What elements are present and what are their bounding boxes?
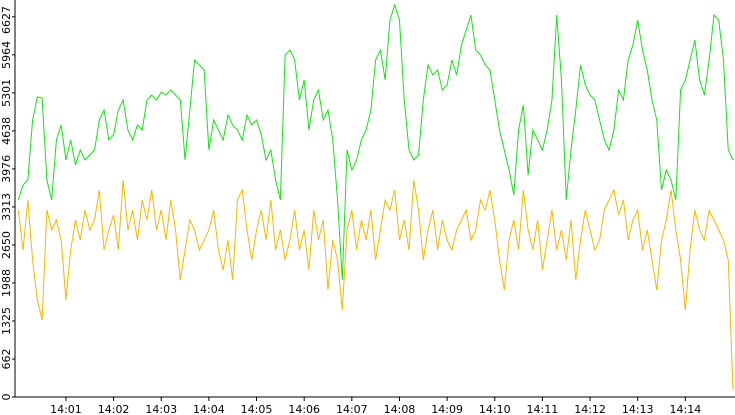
y-tick-label: 3976 — [0, 155, 13, 183]
x-tick-label: 14:09 — [431, 403, 463, 415]
x-tick-label: 14:07 — [336, 403, 368, 415]
x-tick-label: 14:14 — [670, 403, 702, 415]
x-tick-label: 14:05 — [241, 403, 273, 415]
x-tick-label: 14:01 — [50, 403, 82, 415]
y-tick-label: 1988 — [0, 269, 13, 297]
y-tick-label: 1325 — [0, 307, 13, 335]
x-tick-label: 14:11 — [527, 403, 559, 415]
x-tick-label: 14:12 — [574, 403, 606, 415]
x-tick-label: 14:08 — [384, 403, 416, 415]
y-tick-label: 5301 — [0, 79, 13, 107]
y-tick-label: 4638 — [0, 117, 13, 145]
y-tick-label: 0 — [0, 394, 13, 401]
x-tick-label: 14:02 — [98, 403, 130, 415]
x-tick-label: 14:04 — [193, 403, 225, 415]
x-tick-label: 14:06 — [288, 403, 320, 415]
x-tick-label: 14:10 — [479, 403, 511, 415]
x-tick-label: 14:13 — [622, 403, 654, 415]
y-tick-label: 662 — [0, 349, 13, 370]
y-tick-label: 2650 — [0, 231, 13, 259]
series-line — [17, 3, 734, 281]
y-tick-label: 6627 — [0, 6, 13, 34]
y-tick-label: 5964 — [0, 41, 13, 69]
series-line — [17, 179, 734, 391]
x-tick-label: 14:03 — [145, 403, 177, 415]
y-tick-label: 3313 — [0, 193, 13, 221]
